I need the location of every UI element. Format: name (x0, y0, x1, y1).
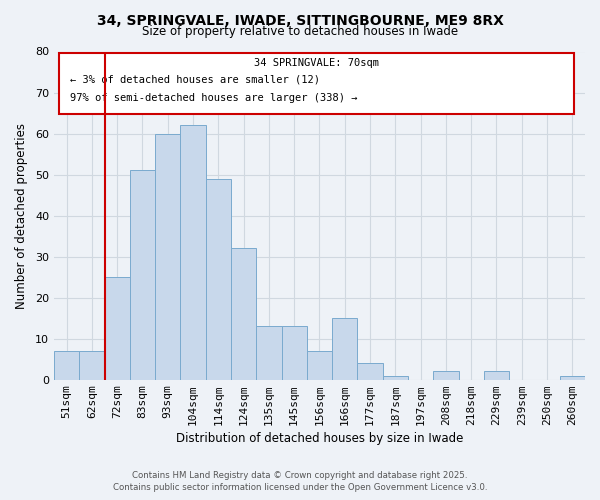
Text: Contains HM Land Registry data © Crown copyright and database right 2025.
Contai: Contains HM Land Registry data © Crown c… (113, 471, 487, 492)
Y-axis label: Number of detached properties: Number of detached properties (15, 122, 28, 308)
Bar (181, 126, 206, 380)
Text: Size of property relative to detached houses in Iwade: Size of property relative to detached ho… (142, 25, 458, 38)
Bar (231, 248, 256, 380)
Bar (433, 372, 458, 380)
Text: 34, SPRINGVALE, IWADE, SITTINGBOURNE, ME9 8RX: 34, SPRINGVALE, IWADE, SITTINGBOURNE, ME… (97, 14, 503, 28)
Bar (104, 277, 130, 380)
Bar (79, 351, 104, 380)
Bar (560, 376, 585, 380)
Bar (54, 351, 79, 380)
Bar (281, 326, 307, 380)
Bar (484, 372, 509, 380)
Bar (130, 170, 155, 380)
Text: ← 3% of detached houses are smaller (12): ← 3% of detached houses are smaller (12) (70, 74, 320, 85)
Bar (307, 351, 332, 380)
Text: 97% of semi-detached houses are larger (338) →: 97% of semi-detached houses are larger (… (70, 92, 358, 102)
Bar (206, 178, 231, 380)
FancyBboxPatch shape (59, 53, 574, 114)
Bar (383, 376, 408, 380)
Bar (155, 134, 181, 380)
Bar (256, 326, 281, 380)
Bar (332, 318, 358, 380)
Text: 34 SPRINGVALE: 70sqm: 34 SPRINGVALE: 70sqm (254, 58, 379, 68)
X-axis label: Distribution of detached houses by size in Iwade: Distribution of detached houses by size … (176, 432, 463, 445)
Bar (358, 364, 383, 380)
